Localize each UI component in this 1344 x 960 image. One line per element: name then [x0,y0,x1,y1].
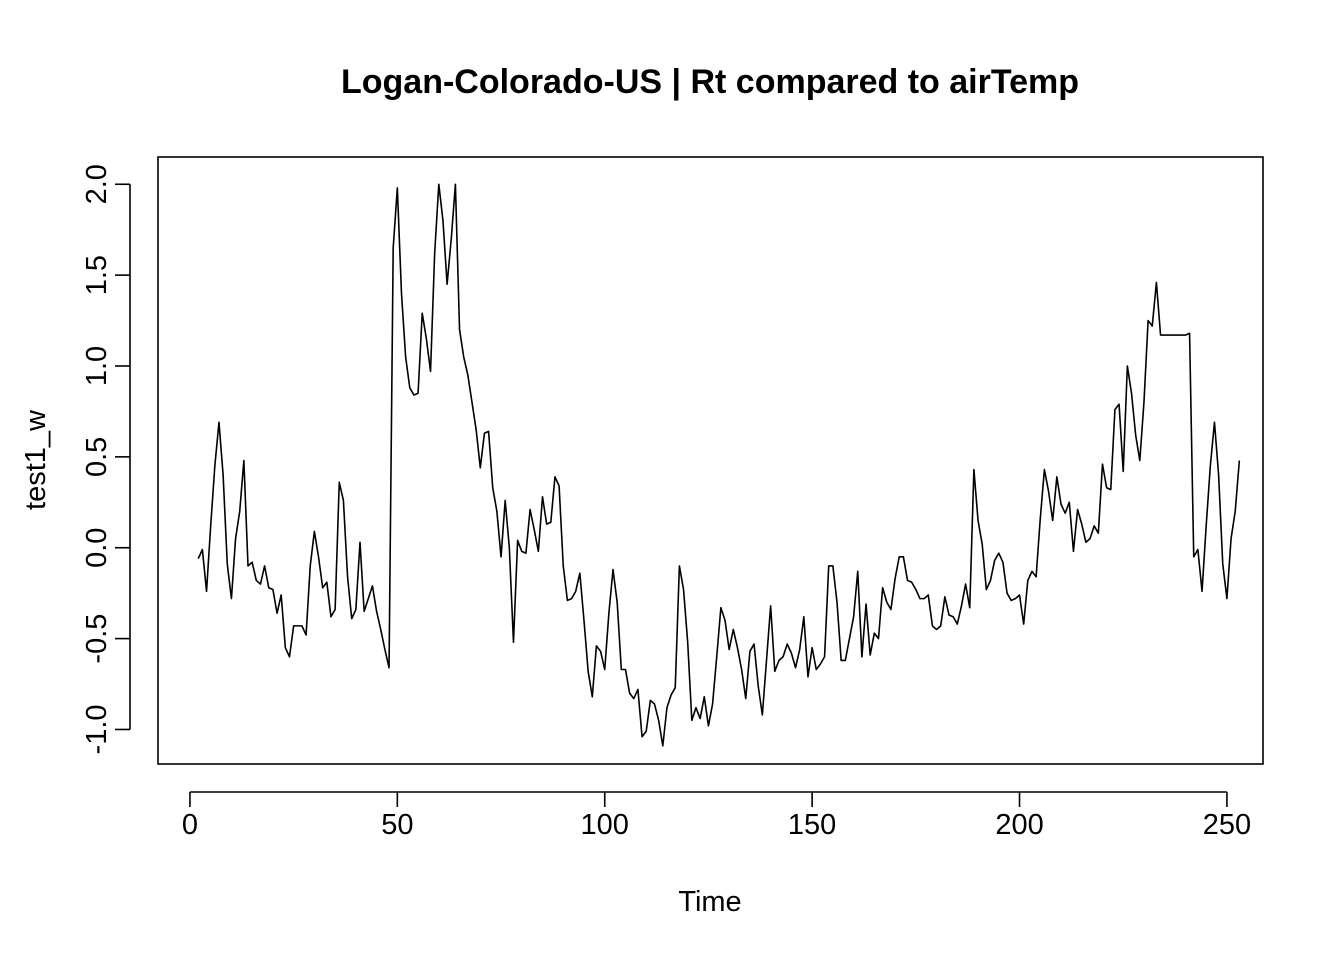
y-tick-label: 1.0 [81,346,113,386]
y-axis-label: test1_w [20,409,52,510]
x-tick-label: 0 [182,809,198,841]
y-tick-label: -0.5 [81,614,113,664]
x-axis-label: Time [678,886,741,918]
y-tick-label: 0.0 [81,528,113,568]
plot-frame [157,156,1264,765]
x-axis: 0 50 100 150 200 250 [182,791,1251,841]
y-tick-label: 2.0 [81,164,113,204]
x-tick-label: 50 [381,809,413,841]
x-tick-label: 200 [995,809,1043,841]
x-tick-label: 100 [581,809,629,841]
x-tick-label: 150 [788,809,836,841]
y-tick-label: 1.5 [81,255,113,295]
y-axis: -1.0 -0.5 0.0 0.5 1.0 1.5 2.0 [81,164,131,754]
y-tick-label: -1.0 [81,704,113,754]
y-tick-label: 0.5 [81,437,113,477]
series-line [197,183,1241,747]
x-tick-label: 250 [1203,809,1251,841]
chart-title: Logan-Colorado-US | Rt compared to airTe… [341,63,1079,101]
